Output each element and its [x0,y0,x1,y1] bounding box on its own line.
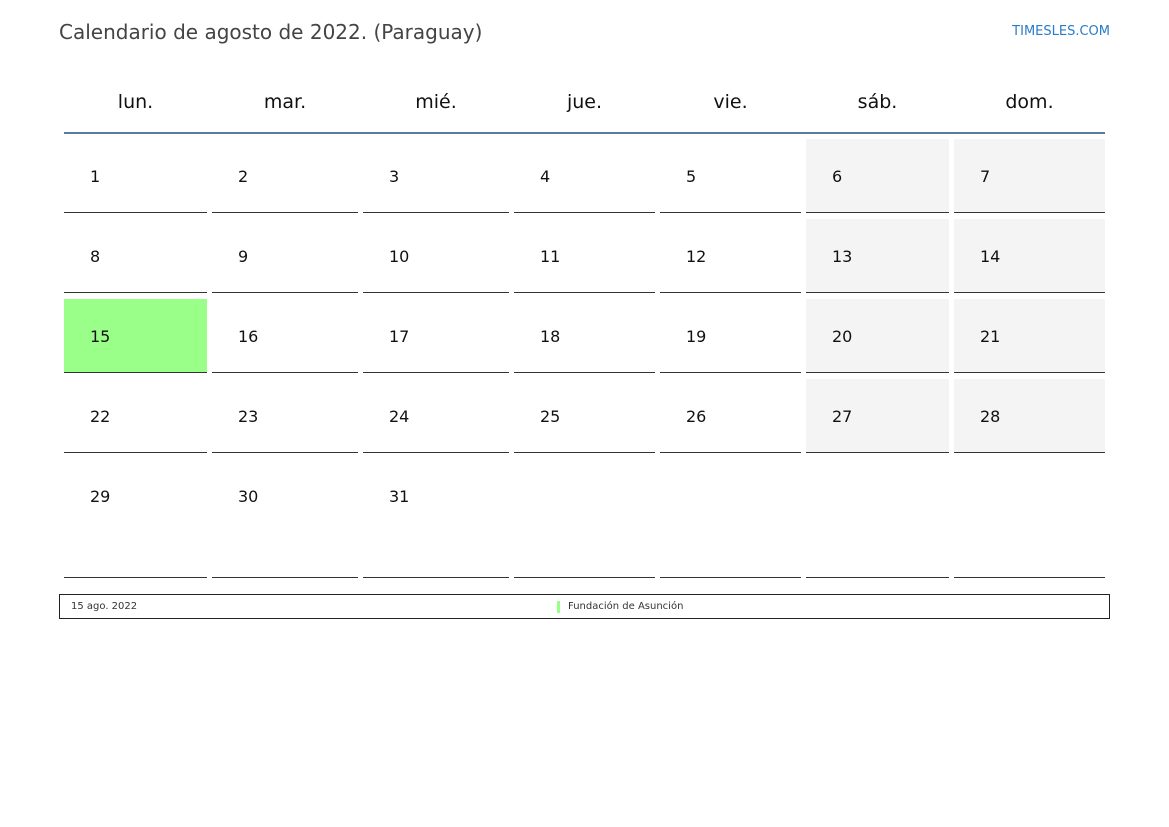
empty-cell [806,459,949,578]
weekday-sat: sáb. [857,91,898,113]
day-cell: 3 [363,139,509,213]
day-cell: 31 [363,459,509,578]
day-cell: 20 [806,299,949,373]
day-cell: 27 [806,379,949,453]
weekday-sun: dom. [1005,91,1054,113]
day-cell: 13 [806,219,949,293]
day-cell: 28 [954,379,1105,453]
weekday-fri: vie. [713,91,748,113]
day-cell: 18 [514,299,655,373]
day-cell: 4 [514,139,655,213]
weekday-header: lun. mar. mié. jue. vie. sáb. dom. [64,0,1105,133]
page-title: Calendario de agosto de 2022. (Paraguay) [59,20,483,44]
day-cell: 8 [64,219,207,293]
day-cell: 24 [363,379,509,453]
weekday-tue: mar. [263,91,307,113]
weekday-thu: jue. [566,91,603,113]
holiday-legend: 15 ago. 2022 Fundación de Asunción [59,594,1110,619]
day-cell: 22 [64,379,207,453]
brand-link[interactable]: TIMESLES.COM [1012,24,1110,39]
day-cell: 21 [954,299,1105,373]
day-cell: 1 [64,139,207,213]
empty-cell [514,459,655,578]
day-cell: 6 [806,139,949,213]
header-divider [64,132,1105,134]
day-cell: 2 [212,139,358,213]
day-cell: 7 [954,139,1105,213]
day-cell: 9 [212,219,358,293]
weekday-wed: mié. [415,91,457,113]
calendar-grid: 1 2 3 4 5 6 7 8 9 10 11 12 13 14 15 16 17 18 19 20 21 22 23 24 2… [64,139,1105,578]
day-cell: 23 [212,379,358,453]
day-cell: 30 [212,459,358,578]
empty-cell [954,459,1105,578]
day-cell: 5 [660,139,801,213]
day-cell: 10 [363,219,509,293]
day-cell: 12 [660,219,801,293]
day-cell: 19 [660,299,801,373]
legend-event: Fundación de Asunción [557,601,683,613]
day-cell: 16 [212,299,358,373]
empty-cell [660,459,801,578]
weekday-mon: lun. [117,91,154,113]
day-cell: 14 [954,219,1105,293]
day-cell: 15 [64,299,207,373]
day-cell: 11 [514,219,655,293]
day-cell: 17 [363,299,509,373]
day-cell: 25 [514,379,655,453]
day-cell: 29 [64,459,207,578]
day-cell: 26 [660,379,801,453]
legend-date: 15 ago. 2022 [71,601,138,612]
